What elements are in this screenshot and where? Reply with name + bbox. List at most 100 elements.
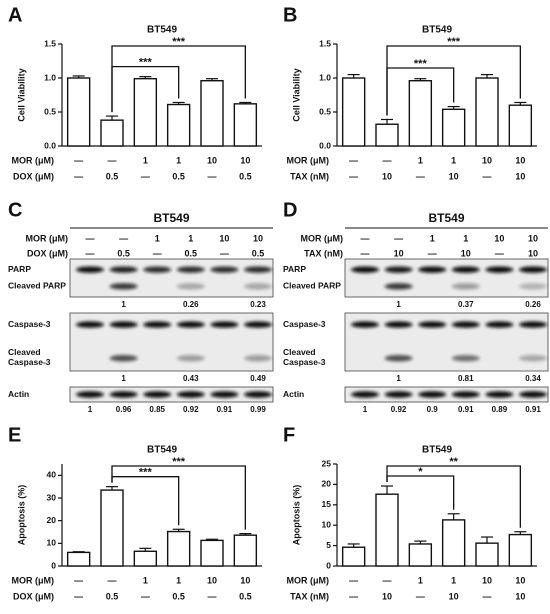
band — [519, 283, 547, 290]
band — [351, 391, 379, 398]
band — [210, 391, 239, 398]
error-bar — [239, 532, 252, 536]
row-label: 10 — [449, 171, 459, 181]
row-label: 10 — [482, 575, 492, 585]
error-bar — [414, 78, 427, 81]
quantification: 0.34 — [525, 374, 541, 383]
row-label-name: DOX (μM) — [13, 591, 54, 601]
quantification: 0.91 — [458, 405, 474, 414]
error-bar — [172, 101, 185, 105]
bar — [100, 489, 124, 567]
band-label: Cleaved PARP — [8, 281, 66, 291]
blot-title: BT549 — [428, 211, 464, 225]
quantification: 0.9 — [427, 405, 439, 414]
condition-label: — — [361, 233, 370, 243]
bar — [66, 551, 91, 567]
blot-box — [344, 312, 549, 372]
row-label: 10 — [382, 591, 392, 601]
row-label: 10 — [515, 171, 525, 181]
error-bar — [347, 543, 360, 548]
bar — [408, 543, 433, 567]
bar — [341, 546, 366, 567]
quantification: 0.92 — [183, 405, 199, 414]
band — [384, 266, 413, 273]
y-tick-label: 15 — [322, 499, 332, 509]
quantification: 0.96 — [116, 405, 132, 414]
bar — [200, 539, 224, 567]
y-tick-label: 5 — [326, 540, 331, 550]
row-label: — — [349, 575, 358, 585]
row-label: 10 — [240, 155, 250, 165]
significance-label: *** — [447, 36, 461, 48]
chart-panel: B BT549 Cell Viability 0.0 0.5 1.0 1.5 MOR (μM)… — [283, 4, 537, 181]
condition-label: — — [495, 248, 504, 258]
band — [244, 391, 272, 398]
condition-name: MOR (μM) — [301, 233, 344, 243]
chart-title: BT549 — [422, 445, 452, 456]
row-label-name: TAX (nM) — [290, 171, 329, 181]
condition-label: 10 — [528, 233, 538, 243]
band — [109, 321, 138, 328]
error-bar — [139, 76, 152, 79]
y-tick-label: 0.0 — [44, 140, 56, 150]
row-label: 1 — [418, 575, 423, 585]
row-label: 1 — [451, 155, 456, 165]
error-bar — [206, 78, 218, 81]
significance-bracket — [386, 45, 521, 116]
row-label: 10 — [207, 155, 217, 165]
quantification: 1 — [363, 405, 368, 414]
error-bar — [481, 536, 493, 544]
band — [143, 391, 172, 398]
row-label: — — [483, 591, 492, 601]
chart-title: BT549 — [147, 25, 177, 36]
condition-label: — — [220, 248, 229, 258]
quantification: 0.99 — [250, 405, 266, 414]
row-label: 0.5 — [239, 171, 252, 181]
bar — [475, 77, 499, 147]
bar — [475, 542, 499, 567]
band — [176, 283, 205, 290]
row-label: — — [349, 155, 358, 165]
band — [143, 321, 172, 328]
band — [384, 355, 413, 362]
band — [76, 266, 104, 273]
chart-panel: A BT549 Cell Viability 0.0 0.5 1.0 1.5 MOR (μM)… — [8, 4, 262, 181]
band — [109, 283, 138, 290]
panel-letter: D — [283, 199, 297, 221]
condition-name: MOR (μM) — [26, 233, 69, 243]
band — [351, 266, 379, 273]
band — [519, 266, 547, 273]
band — [418, 321, 447, 328]
band — [109, 391, 138, 398]
row-label: — — [74, 155, 83, 165]
quantification: 0.49 — [250, 374, 266, 383]
chart-panel: E BT549 Apoptosis (%) 0 10 20 30 40 MOR (μM) — — 1 1… — [8, 424, 262, 601]
row-label: — — [208, 171, 217, 181]
quantification: 1 — [121, 300, 126, 309]
blot-title: BT549 — [153, 211, 189, 225]
significance-label: *** — [172, 36, 186, 48]
condition-label: 1 — [463, 233, 468, 243]
y-tick-label: 40 — [47, 470, 57, 480]
band — [176, 391, 205, 398]
row-label-name: DOX (μM) — [13, 171, 54, 181]
condition-label: 10 — [528, 248, 538, 258]
panel-letter: E — [8, 424, 21, 446]
chart-title: BT549 — [147, 445, 177, 456]
bar — [508, 104, 533, 147]
quantification: 0.23 — [250, 300, 266, 309]
condition-label: — — [119, 233, 128, 243]
condition-label: — — [428, 248, 437, 258]
row-label: — — [74, 171, 83, 181]
row-label: 0.5 — [172, 591, 185, 601]
chart-panel: F BT549 Apoptosis (%) 0 5 10 15 20 25 MOR (μM) — — 1… — [283, 424, 537, 601]
quantification: 1 — [396, 374, 401, 383]
y-tick-label: 10 — [322, 519, 332, 529]
bar — [100, 119, 124, 147]
error-bar — [414, 540, 427, 544]
quantification: 0.81 — [458, 374, 474, 383]
band — [244, 283, 272, 290]
band — [519, 391, 547, 398]
row-label: 10 — [515, 591, 525, 601]
row-label: 10 — [382, 171, 392, 181]
